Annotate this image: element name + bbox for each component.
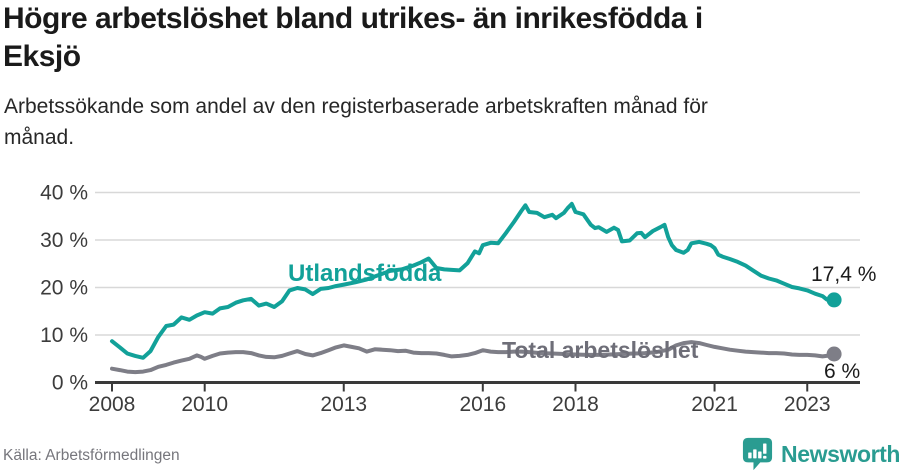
series-end-dot-utlandsfodda [826, 292, 842, 308]
newsworthy-logo-link[interactable]: Newsworthy [742, 437, 900, 471]
newsworthy-wordmark: Newsworthy [781, 440, 900, 467]
series-line-utlandsfodda [110, 201, 837, 360]
y-axis-tick-label: 10 % [40, 324, 88, 347]
end-value-label-total: 6 % [824, 360, 861, 383]
newsworthy-bar-chart-badge-icon [742, 437, 773, 471]
title-line-2: Eksjö [3, 40, 81, 73]
series-label-total-arbetsloshet: Total arbetslöshet [502, 337, 699, 363]
x-axis-tick-label: 2008 [89, 393, 136, 416]
x-axis-tick-label: 2010 [181, 393, 228, 416]
series-label-utlandsfodda: Utlandsfödda [288, 260, 442, 287]
x-axis-tick-label: 2023 [784, 393, 831, 416]
x-axis-tick-label: 2021 [691, 393, 738, 416]
end-value-label-utlandsfodda: 17,4 % [811, 263, 877, 286]
page-title: Högre arbetslöshet bland utrikes- än inr… [3, 0, 703, 76]
source-note: Källa: Arbetsförmedlingen [3, 447, 180, 464]
subtitle-line-1: Arbetssökande som andel av den registerb… [4, 95, 708, 118]
y-axis-tick-label: 0 % [52, 372, 88, 395]
x-axis-tick-label: 2013 [320, 393, 367, 416]
series-end-dot-total [826, 346, 842, 362]
title-line-1: Högre arbetslöshet bland utrikes- än inr… [3, 2, 703, 35]
y-axis-tick-label: 20 % [40, 277, 88, 300]
y-axis-tick-label: 30 % [40, 229, 88, 252]
x-axis-tick-label: 2016 [459, 393, 506, 416]
subtitle-line-2: månad. [4, 126, 75, 149]
y-axis-tick-label: 40 % [40, 182, 88, 205]
series-line-total [110, 340, 837, 375]
chart-subtitle: Arbetssökande som andel av den registerb… [4, 91, 708, 153]
x-axis-tick-label: 2018 [552, 393, 599, 416]
